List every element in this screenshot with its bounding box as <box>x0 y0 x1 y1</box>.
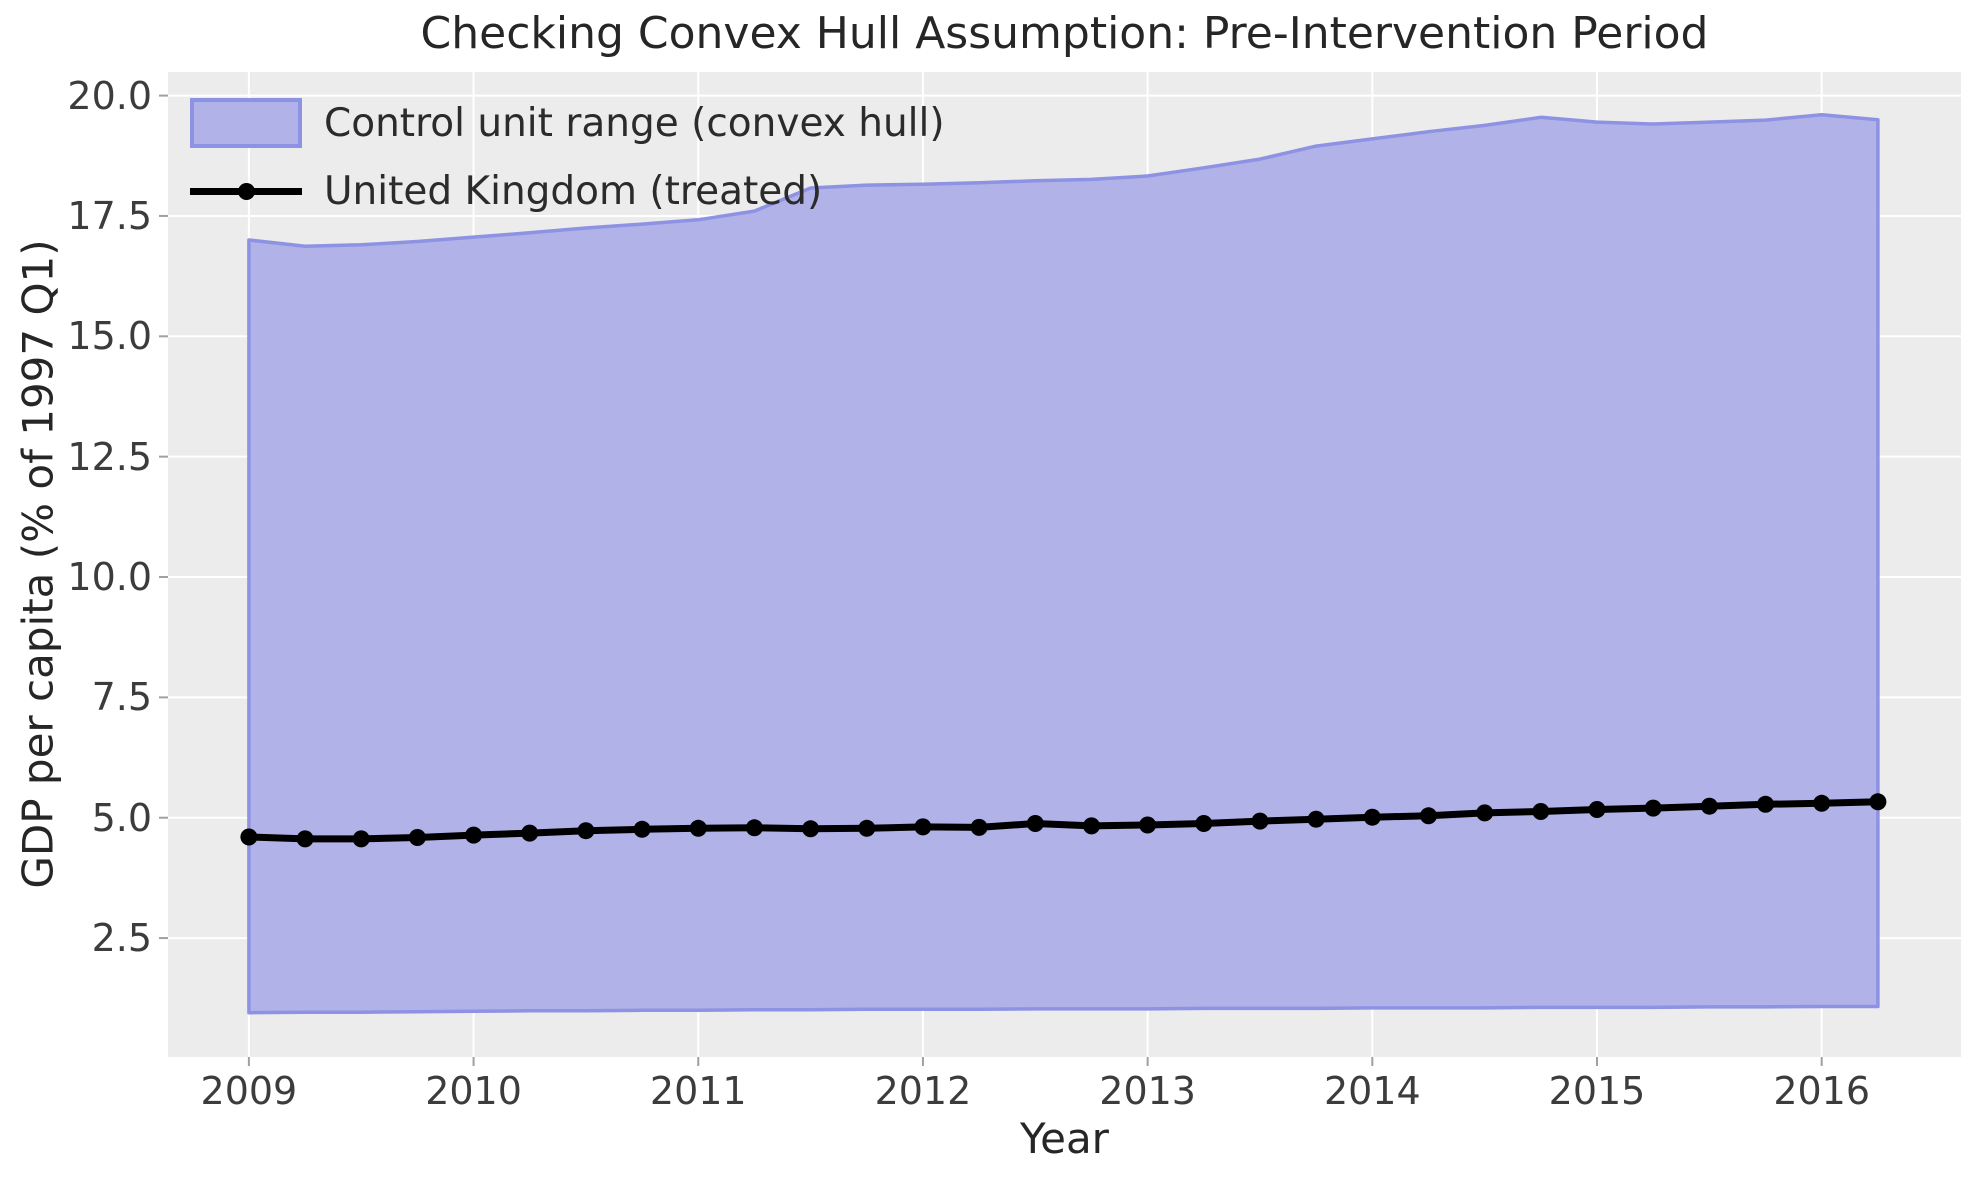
data-point-marker <box>858 819 876 837</box>
data-point-marker <box>1644 799 1662 817</box>
data-point-marker <box>296 830 314 848</box>
data-point-marker <box>1588 801 1606 818</box>
data-point-marker <box>1813 794 1831 812</box>
data-point-marker <box>745 819 763 837</box>
data-point-marker <box>1083 817 1100 835</box>
legend-label: United Kingdom (treated) <box>324 168 823 214</box>
x-tick-label: 2012 <box>874 1069 972 1113</box>
line-marker-icon <box>190 181 302 201</box>
data-point-marker <box>1869 793 1887 811</box>
legend: Control unit range (convex hull) United … <box>190 94 945 230</box>
x-tick-label: 2013 <box>1099 1069 1196 1113</box>
data-point-marker <box>521 824 539 842</box>
data-point-marker <box>1363 808 1381 826</box>
y-tick-label: 7.5 <box>91 675 152 720</box>
data-point-marker <box>1700 797 1718 815</box>
y-tick-label: 17.5 <box>67 193 152 238</box>
data-point-marker <box>1026 815 1044 832</box>
y-tick-label: 10.0 <box>67 555 152 600</box>
legend-item-united-kingdom: United Kingdom (treated) <box>190 162 945 220</box>
control-range-band <box>247 113 1880 1015</box>
data-point-marker <box>1420 807 1437 825</box>
data-point-marker <box>1195 815 1213 832</box>
x-tick-label: 2016 <box>1773 1069 1871 1113</box>
treated-line <box>245 798 1882 843</box>
x-axis-label: Year <box>1020 1114 1109 1163</box>
data-point-marker <box>633 820 651 838</box>
x-tick-label: 2015 <box>1548 1069 1646 1113</box>
chart-canvas <box>159 72 1961 1066</box>
chart-title: Checking Convex Hull Assumption: Pre-Int… <box>420 8 1709 59</box>
data-point-marker <box>240 828 258 846</box>
data-point-marker <box>465 826 483 844</box>
legend-label: Control unit range (convex hull) <box>324 100 945 146</box>
y-tick-label: 5.0 <box>91 795 152 840</box>
data-point-marker <box>1532 803 1550 820</box>
data-point-marker <box>1307 810 1325 828</box>
x-tick-label: 2010 <box>425 1069 522 1113</box>
y-tick-label: 15.0 <box>67 314 152 359</box>
x-tick-label: 2014 <box>1323 1069 1421 1113</box>
data-point-marker <box>802 820 820 838</box>
data-point-marker <box>1757 795 1774 813</box>
plot-area: Control unit range (convex hull) United … <box>159 72 1961 1066</box>
x-tick-label: 2011 <box>649 1069 747 1113</box>
y-tick-label: 20.0 <box>67 73 152 118</box>
data-point-marker <box>914 818 932 836</box>
y-tick-label: 2.5 <box>91 916 152 961</box>
data-point-marker <box>689 819 707 837</box>
data-point-marker <box>970 818 988 836</box>
y-tick-label: 12.5 <box>67 434 152 479</box>
data-point-marker <box>408 829 426 846</box>
data-point-marker <box>352 830 370 848</box>
data-point-marker <box>1139 816 1157 834</box>
x-tick-label: 2009 <box>200 1069 298 1113</box>
data-point-marker <box>1251 812 1269 830</box>
band-swatch-icon <box>190 98 302 148</box>
legend-item-control-range: Control unit range (convex hull) <box>190 94 945 152</box>
data-point-marker <box>1476 804 1494 822</box>
data-point-marker <box>577 822 595 840</box>
